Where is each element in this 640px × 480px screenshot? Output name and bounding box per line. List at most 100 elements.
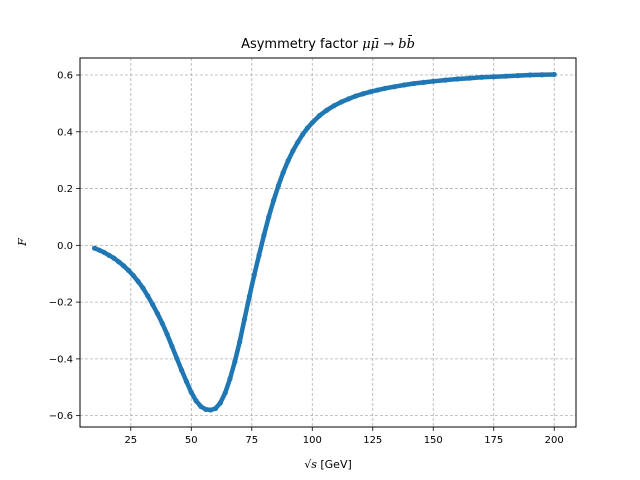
data-series — [91, 71, 557, 413]
data-point — [367, 89, 373, 95]
data-point — [285, 158, 291, 164]
data-point — [149, 301, 156, 307]
data-point — [183, 378, 190, 385]
plot-area-frame — [79, 57, 577, 428]
data-point — [551, 71, 557, 78]
data-point — [353, 93, 359, 99]
data-point — [382, 85, 388, 91]
data-point — [539, 72, 545, 78]
data-point — [491, 74, 497, 80]
data-point — [527, 72, 533, 78]
x-tick-label: 125 — [363, 435, 382, 446]
data-point — [116, 259, 122, 265]
data-point — [164, 331, 170, 337]
y-axis-ticks: −0.6 −0.4 −0.2 0.0 0.2 0.4 0.6 — [49, 71, 80, 422]
data-point — [503, 73, 509, 79]
data-point — [420, 79, 427, 86]
data-point — [212, 405, 219, 412]
x-tick-label: 25 — [124, 435, 137, 446]
x-tick-label: 175 — [484, 435, 503, 446]
data-point — [120, 263, 127, 269]
data-point — [324, 107, 330, 113]
y-tick-label: −0.6 — [49, 411, 73, 422]
data-point — [169, 343, 175, 349]
data-point — [454, 76, 461, 82]
data-point — [232, 359, 238, 365]
data-point — [111, 255, 117, 261]
data-point — [188, 389, 194, 395]
y-tick-label: 0.6 — [57, 71, 73, 82]
y-tick-label: 0.0 — [57, 241, 73, 252]
x-tick-label: 75 — [245, 435, 258, 446]
data-point — [391, 84, 398, 90]
data-point — [375, 87, 381, 93]
grid-lines — [80, 58, 576, 427]
chart-title-math: μμ̄ → bb̄ — [362, 35, 415, 52]
x-axis-title-math: √s — [304, 458, 317, 471]
data-point — [280, 169, 286, 175]
data-point — [290, 148, 296, 154]
data-point — [256, 252, 262, 258]
data-point — [125, 267, 131, 273]
data-point — [304, 125, 311, 131]
data-point — [442, 77, 448, 83]
data-point — [203, 406, 209, 413]
data-point — [275, 183, 281, 189]
data-point — [338, 99, 344, 105]
data-point — [309, 120, 315, 126]
data-point — [360, 91, 366, 97]
chart-title-text: Asymmetry factor — [241, 37, 362, 52]
x-axis-ticks: 25 50 75 100 125 150 175 200 — [124, 427, 564, 446]
x-tick-label: 50 — [185, 435, 198, 446]
data-point — [345, 96, 352, 102]
y-tick-label: −0.4 — [49, 354, 73, 365]
data-point — [179, 367, 185, 373]
data-point — [154, 310, 161, 317]
data-point — [227, 376, 233, 382]
data-point — [222, 390, 228, 396]
data-point — [145, 293, 151, 299]
data-point — [101, 249, 107, 256]
data-point — [237, 339, 243, 345]
x-tick-label: 100 — [303, 435, 322, 446]
data-point — [266, 214, 272, 220]
x-tick-label: 150 — [424, 435, 443, 446]
data-point — [299, 132, 306, 138]
data-point — [316, 113, 323, 119]
data-point — [251, 272, 257, 278]
data-point — [430, 78, 436, 84]
data-point — [96, 247, 102, 253]
data-point — [208, 407, 214, 413]
data-point — [270, 197, 277, 204]
data-point — [91, 245, 98, 251]
data-point — [198, 403, 204, 410]
data-point — [106, 252, 112, 258]
data-point — [193, 398, 199, 404]
data-point — [331, 103, 337, 109]
data-point — [515, 72, 521, 79]
chart-title: Asymmetry factor μμ̄ → bb̄ — [241, 35, 415, 52]
data-point — [217, 400, 223, 406]
data-point — [241, 316, 248, 322]
data-point — [140, 285, 146, 291]
y-tick-label: 0.4 — [57, 127, 73, 138]
x-axis-title: √s [GeV] — [304, 458, 352, 471]
data-point — [135, 278, 141, 284]
data-point — [295, 139, 301, 145]
y-axis-title: F — [16, 238, 29, 247]
data-point — [261, 232, 267, 239]
data-point — [479, 74, 485, 80]
data-point — [159, 320, 165, 326]
y-tick-label: 0.2 — [57, 184, 73, 195]
data-point — [401, 82, 407, 88]
y-tick-label: −0.2 — [49, 298, 73, 309]
data-point — [174, 355, 180, 361]
x-tick-label: 200 — [545, 435, 564, 446]
data-point — [246, 293, 252, 300]
data-point — [411, 80, 417, 87]
data-point — [130, 272, 136, 279]
x-axis-title-unit: [GeV] — [317, 458, 352, 471]
data-point — [466, 75, 473, 81]
